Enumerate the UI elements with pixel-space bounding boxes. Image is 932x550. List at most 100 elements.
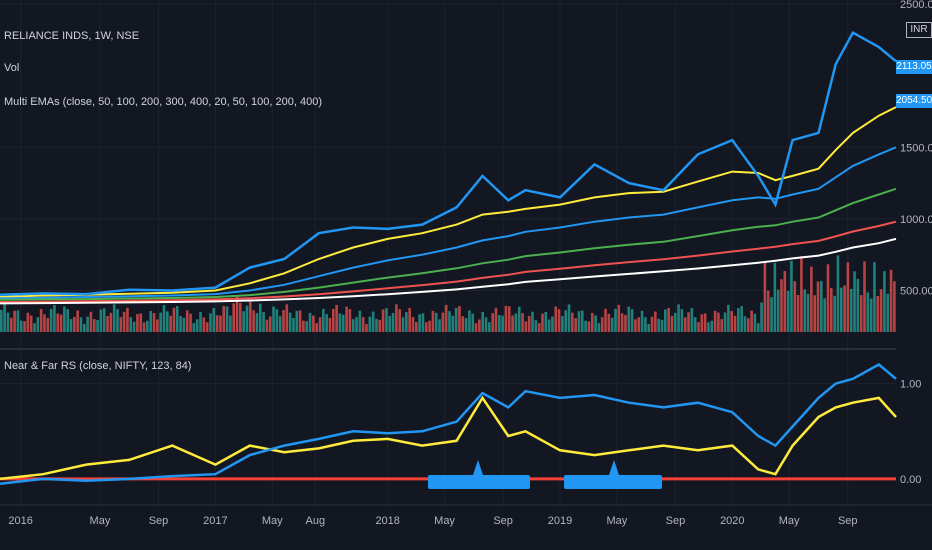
volume-bar (139, 313, 143, 332)
grid-lines (0, 0, 896, 505)
vol-legend[interactable]: Vol (4, 62, 20, 74)
volume-bar (215, 315, 219, 332)
ema-legend[interactable]: Multi EMAs (close, 50, 100, 200, 300, 40… (4, 96, 322, 108)
volume-bar (448, 311, 451, 332)
volume-bar (46, 318, 50, 332)
volume-bar (388, 315, 392, 332)
volume-bar (149, 311, 152, 332)
volume-bar (640, 310, 644, 332)
volume-bar (873, 262, 876, 332)
volume-bar (683, 317, 687, 332)
currency-button[interactable]: INR (906, 22, 932, 38)
signal-markers (428, 460, 662, 489)
volume-bar (63, 306, 66, 332)
volume-bar (494, 307, 498, 332)
symbol-title[interactable]: RELIANCE INDS, 1W, NSE (4, 30, 140, 42)
price-tick-label: 1500.00 (900, 142, 932, 154)
volume-bar (205, 322, 209, 332)
volume-bar (697, 322, 700, 332)
volume-bar (285, 304, 289, 332)
volume-bar (727, 304, 730, 332)
volume-bar (650, 316, 654, 332)
volume-bar (803, 289, 807, 332)
volume-bar (886, 293, 890, 332)
volume-bar (747, 318, 750, 332)
volume-bar (235, 296, 239, 332)
volume-bar (614, 308, 617, 332)
rs-legend[interactable]: Near & Far RS (close, NIFTY, 123, 84) (4, 360, 192, 372)
volume-bar (604, 308, 607, 332)
volume-bar (740, 306, 743, 332)
volume-bar (471, 313, 475, 332)
volume-bar (298, 310, 302, 332)
volume-bar (521, 313, 524, 332)
volume-bar (451, 315, 455, 332)
rs-tick-label: 1.00 (900, 379, 921, 391)
volume-bar (315, 323, 318, 332)
volume-bar (600, 317, 604, 332)
volume-bar (634, 319, 637, 332)
volume-bar (461, 316, 465, 332)
volume-bar (239, 303, 242, 332)
volume-bar (541, 313, 544, 332)
time-tick-label: 2016 (8, 515, 32, 527)
volume-bar (245, 305, 249, 332)
volume-bar (527, 315, 531, 332)
volume-bar (491, 313, 494, 332)
volume-bar (444, 304, 448, 332)
volume-bar (544, 311, 548, 332)
ema-line-5 (0, 237, 897, 305)
volume-bar (554, 306, 558, 332)
volume-bar (826, 264, 830, 332)
volume-bar (36, 317, 40, 332)
ema-line-4 (0, 220, 897, 303)
volume-bar (454, 307, 458, 332)
volume-bar (481, 311, 484, 332)
volume-bar (750, 310, 753, 332)
volume-bar (504, 305, 508, 332)
volume-bar (112, 304, 116, 332)
volume-bar (507, 306, 511, 332)
time-tick-label: Aug (306, 515, 326, 527)
volume-bar (162, 304, 166, 332)
far-rs-line (0, 395, 897, 481)
volume-bar (879, 289, 883, 332)
volume-bar (308, 312, 312, 332)
volume-bar (335, 304, 338, 332)
volume-bar (673, 312, 677, 332)
volume-bar (132, 321, 136, 332)
volume-bar (517, 306, 521, 332)
volume-bar (415, 321, 418, 332)
volume-bar (83, 323, 86, 332)
time-tick-label: May (90, 515, 111, 527)
volume-bar (146, 320, 149, 332)
volume-bar (0, 310, 3, 332)
volume-bar (843, 285, 846, 332)
volume-bar (833, 295, 836, 332)
volume-bar (49, 308, 53, 332)
volume-bar (229, 315, 232, 332)
volume-bar (846, 262, 850, 332)
volume-bar (185, 310, 189, 332)
volume-bar (571, 312, 574, 332)
volume-bar (39, 309, 43, 332)
volume-bar (29, 315, 33, 332)
volume-bar (474, 323, 478, 332)
volume-bar (654, 311, 657, 332)
price-axis[interactable]: 2500.00 1500.00 1000.00 500.00 1.00 0.00 (900, 0, 932, 486)
volume-bar (371, 311, 375, 332)
volume-bar (700, 314, 704, 332)
signal-band (564, 475, 662, 489)
volume-bar (378, 319, 382, 332)
volume-bar (156, 319, 159, 332)
volume-bar (182, 317, 186, 332)
volume-bar (766, 290, 770, 332)
volume-bar (627, 306, 631, 332)
time-axis[interactable]: 2016 May Sep 2017 May Aug 2018 May Sep 2019 May Sep… (8, 515, 857, 527)
volume-bar (202, 317, 206, 332)
volume-bar (292, 317, 295, 332)
volume-bar (332, 308, 335, 332)
last-price-tag: 2113.05 (896, 60, 932, 74)
volume-bar (557, 309, 561, 332)
